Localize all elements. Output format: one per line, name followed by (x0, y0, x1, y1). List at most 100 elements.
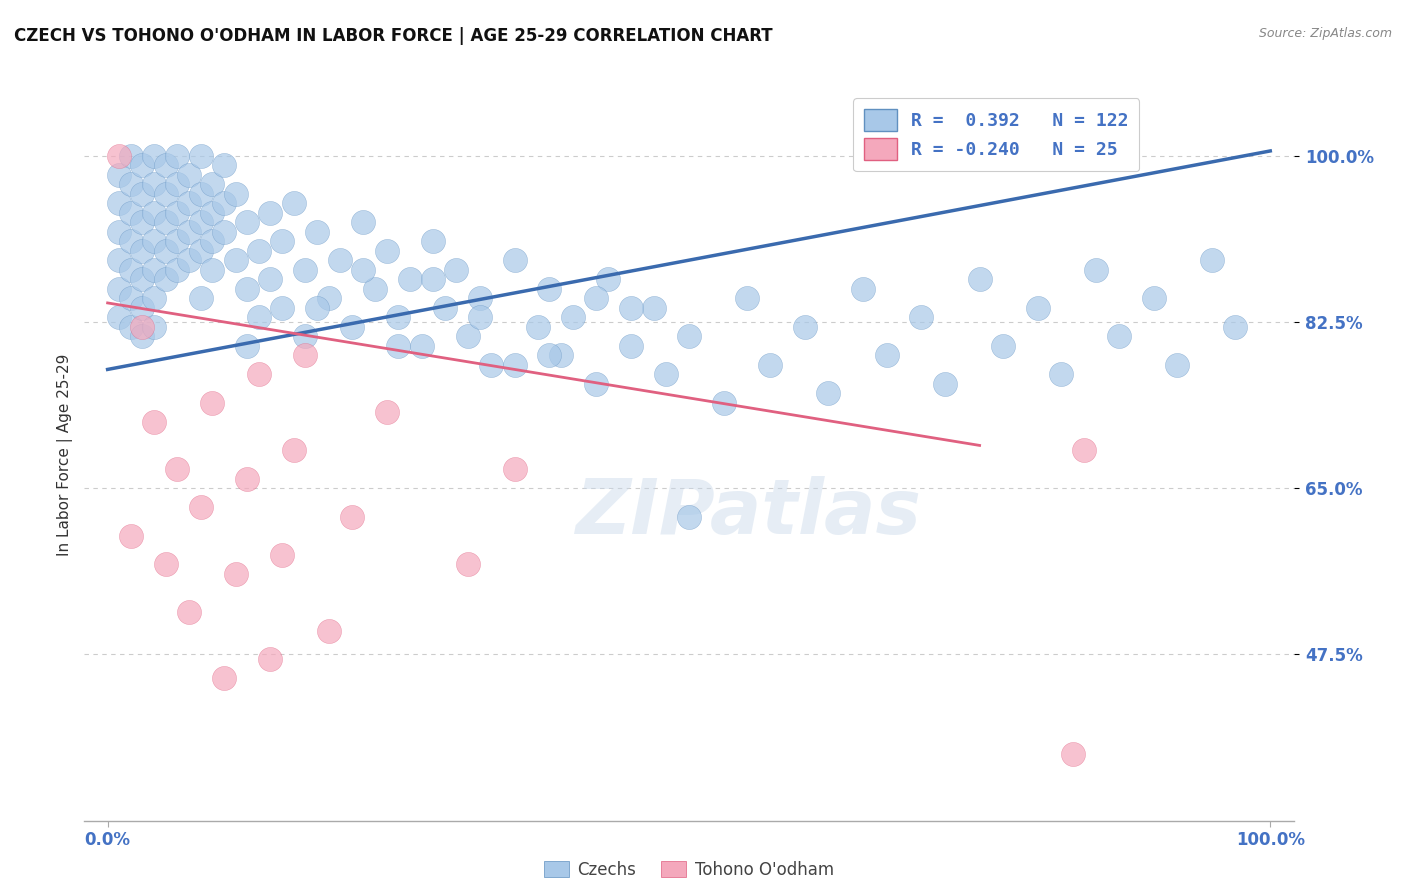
Point (177, 253, 200, 268)
Point (131, 158, 153, 172)
Point (120, 319, 142, 334)
Point (236, 215, 259, 229)
Point (166, 205, 188, 219)
Point (422, 234, 444, 248)
Point (503, 462, 526, 476)
Point (143, 177, 166, 191)
Point (283, 443, 305, 458)
Point (166, 262, 188, 277)
Point (108, 282, 131, 296)
Point (479, 358, 502, 372)
Point (759, 358, 782, 372)
Point (318, 291, 340, 305)
Point (177, 225, 200, 239)
Point (212, 225, 235, 239)
Point (375, 405, 398, 419)
Text: ZIPatlas: ZIPatlas (576, 476, 922, 550)
Point (131, 319, 153, 334)
Point (910, 310, 932, 325)
Point (561, 310, 583, 325)
Point (735, 291, 758, 305)
Point (678, 509, 700, 524)
Point (155, 272, 177, 286)
Point (852, 282, 875, 296)
Point (527, 319, 550, 334)
Point (387, 339, 409, 353)
Point (305, 301, 328, 315)
Point (155, 215, 177, 229)
Point (876, 348, 898, 362)
Point (352, 215, 374, 229)
Point (620, 301, 643, 315)
Point (155, 186, 177, 201)
Point (201, 205, 224, 219)
Point (143, 415, 166, 429)
Point (201, 262, 224, 277)
Point (177, 168, 200, 182)
Point (387, 310, 409, 325)
Point (1225, 319, 1247, 334)
Point (340, 509, 363, 524)
Point (620, 339, 643, 353)
Point (259, 652, 281, 666)
Point (457, 557, 479, 571)
Point (247, 367, 270, 381)
Point (131, 244, 153, 258)
Text: Source: ZipAtlas.com: Source: ZipAtlas.com (1258, 27, 1392, 40)
Point (236, 282, 259, 296)
Point (643, 301, 665, 315)
Point (1050, 367, 1073, 381)
Point (271, 548, 294, 562)
Point (934, 376, 956, 391)
Point (190, 149, 212, 163)
Point (131, 215, 153, 229)
Point (108, 168, 131, 182)
Legend: Czechs, Tohono O'odham: Czechs, Tohono O'odham (537, 855, 841, 886)
Point (399, 272, 422, 286)
Point (120, 262, 142, 277)
Point (1166, 358, 1188, 372)
Point (468, 310, 491, 325)
Point (1026, 301, 1049, 315)
Point (550, 348, 572, 362)
Point (108, 253, 131, 268)
Point (433, 301, 456, 315)
Point (201, 177, 224, 191)
Point (294, 348, 316, 362)
Point (143, 234, 166, 248)
Point (340, 319, 363, 334)
Point (294, 262, 316, 277)
Point (120, 149, 142, 163)
Point (596, 272, 619, 286)
Point (364, 282, 387, 296)
Point (120, 177, 142, 191)
Point (120, 529, 142, 543)
Point (991, 339, 1014, 353)
Point (177, 196, 200, 211)
Point (411, 339, 433, 353)
Point (271, 234, 294, 248)
Point (318, 624, 340, 638)
Point (225, 253, 247, 268)
Point (538, 282, 561, 296)
Point (247, 244, 270, 258)
Point (190, 186, 212, 201)
Point (585, 291, 607, 305)
Point (1201, 253, 1223, 268)
Point (538, 348, 561, 362)
Point (166, 462, 188, 476)
Point (503, 358, 526, 372)
Point (166, 177, 188, 191)
Point (259, 272, 281, 286)
Point (155, 557, 177, 571)
Point (143, 291, 166, 305)
Point (283, 196, 305, 211)
Y-axis label: In Labor Force | Age 25-29: In Labor Force | Age 25-29 (58, 354, 73, 556)
Point (1108, 329, 1130, 343)
Point (108, 196, 131, 211)
Point (468, 291, 491, 305)
Point (352, 262, 374, 277)
Point (247, 310, 270, 325)
Point (446, 262, 468, 277)
Text: CZECH VS TOHONO O'ODHAM IN LABOR FORCE | AGE 25-29 CORRELATION CHART: CZECH VS TOHONO O'ODHAM IN LABOR FORCE |… (14, 27, 773, 45)
